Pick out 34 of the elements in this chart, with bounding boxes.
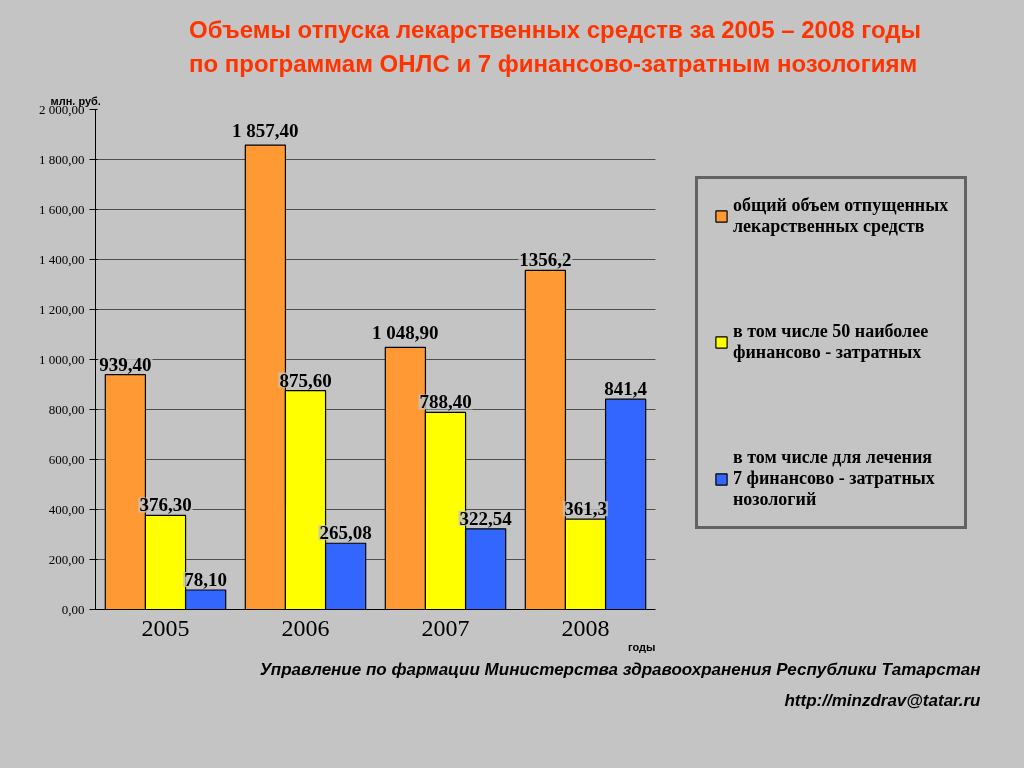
y-tick-label: 1 800,00 (39, 152, 85, 167)
data-label: 1356,2 (519, 249, 572, 271)
legend-label: в том числе 50 наиболее финансово - затратных (733, 321, 929, 363)
x-axis-title: годы (628, 640, 656, 653)
x-tick-label: 2008 (561, 614, 610, 641)
y-tick-label: 1 200,00 (39, 302, 85, 317)
data-label: 939,40 (99, 353, 152, 375)
chart-title: Объемы отпуска лекарственных средств за 2005 – 2008 годы по программам ОНЛС и 7 финансово-затратным нозологиям (188, 15, 922, 77)
data-label: 1 857,40 (232, 120, 299, 142)
legend-label: в том числе для лечения 7 финансово - затратных нозологий (733, 447, 935, 510)
y-tick-label: 1 400,00 (39, 252, 85, 267)
text: http://minzdrav@tatar.ru (784, 690, 982, 710)
data-label: 841,4 (604, 378, 648, 400)
x-tick-label: 2005 (141, 614, 190, 641)
text: Управление по фармации Министерства здравоохранения Республики Татарстан (259, 659, 981, 679)
data-label: 78,10 (184, 568, 228, 590)
data-label: 376,30 (139, 494, 192, 516)
data-label: 875,60 (279, 369, 332, 391)
y-tick-label: 800,00 (48, 402, 85, 417)
data-label: 361,3 (564, 498, 607, 520)
y-tick-label: 200,00 (48, 552, 85, 567)
y-tick-label: 0,00 (61, 602, 85, 617)
data-label: 788,40 (419, 391, 472, 413)
x-tick-label: 2006 (281, 614, 330, 641)
y-tick-label: 1 000,00 (39, 352, 85, 367)
data-label: 265,08 (319, 522, 372, 544)
y-axis-title: млн. руб. (50, 94, 101, 107)
y-tick-label: 1 600,00 (39, 202, 85, 217)
y-tick-label: 400,00 (48, 502, 85, 517)
data-label: 322,54 (459, 507, 513, 529)
y-tick-label: 600,00 (48, 452, 85, 467)
x-tick-label: 2007 (421, 614, 470, 641)
data-label: 1 048,90 (372, 322, 439, 344)
legend-label: общий объем отпущенных лекарственных средств (733, 195, 949, 237)
